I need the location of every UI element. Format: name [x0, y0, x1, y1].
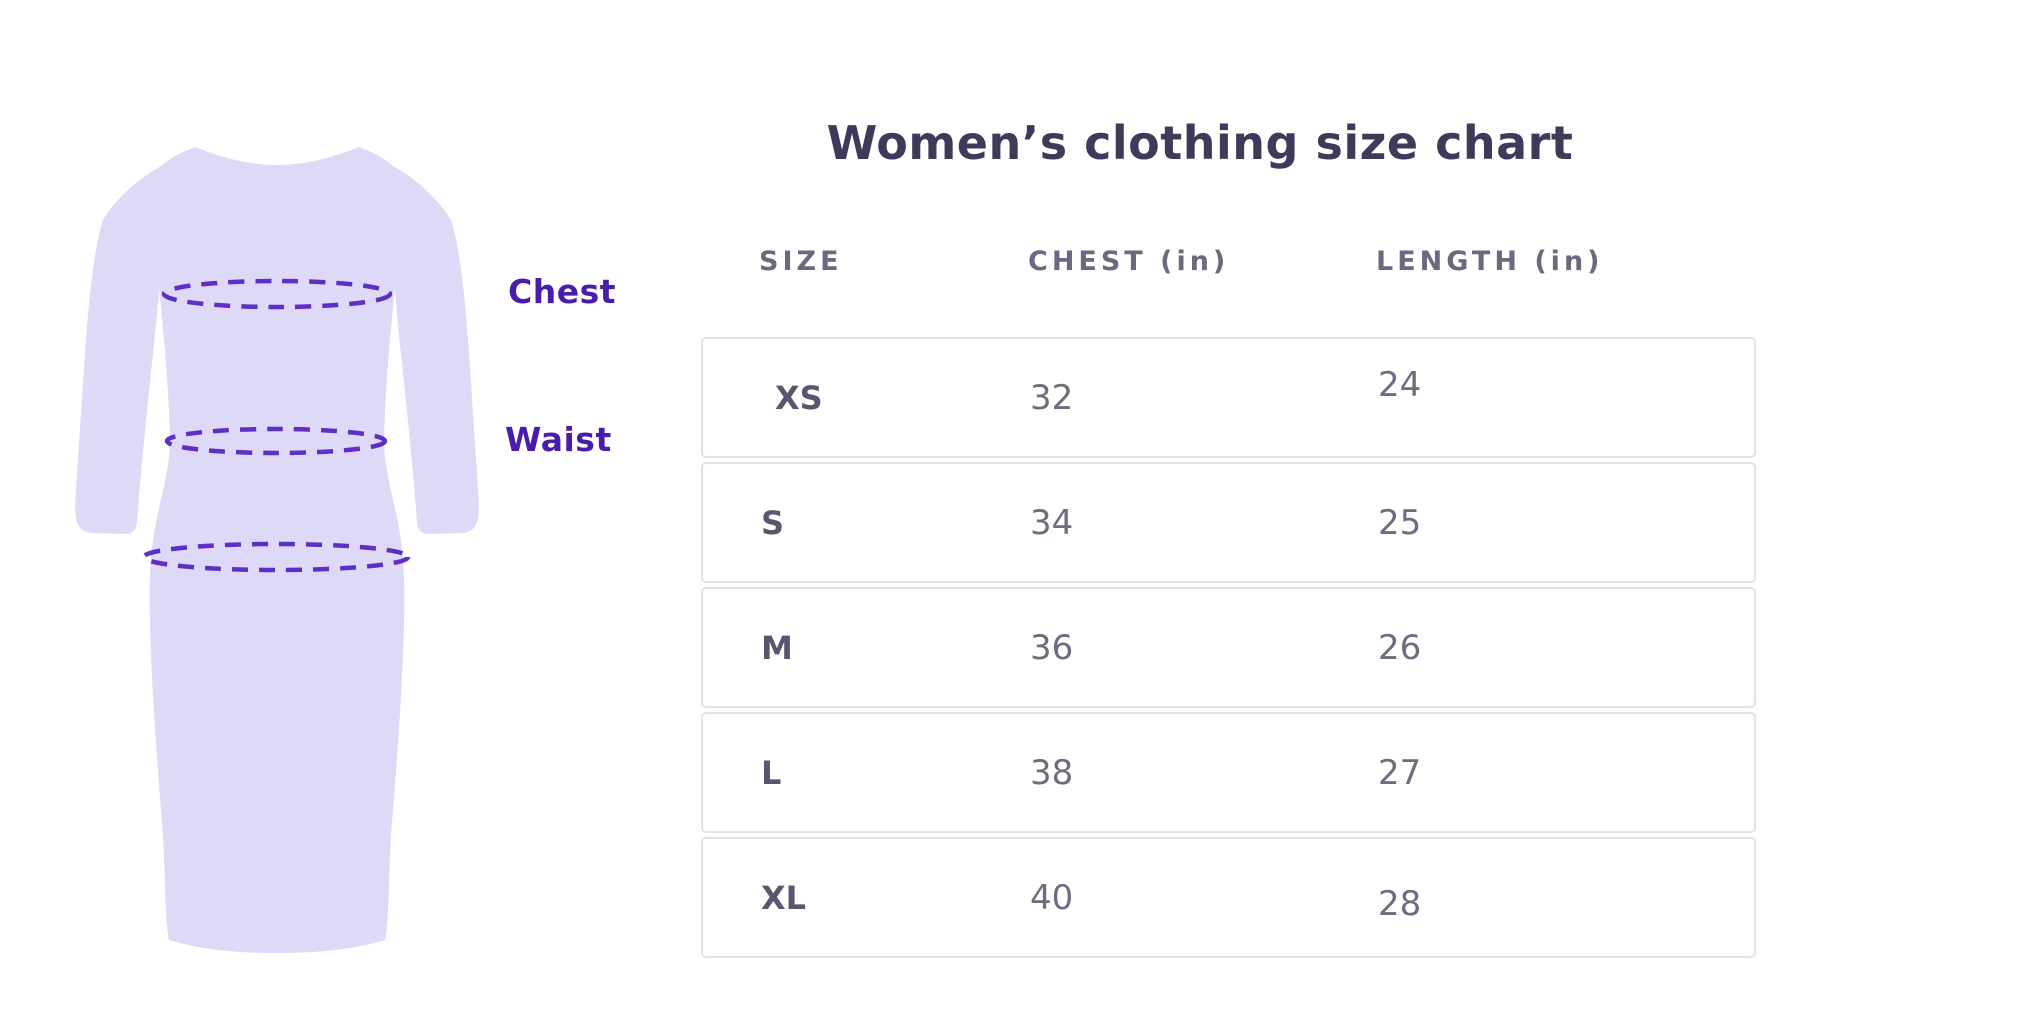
header-chest: CHEST (in) [1028, 246, 1230, 277]
cell-size: XS [775, 378, 823, 417]
cell-chest: 38 [1030, 752, 1074, 793]
table-row: M 36 26 [701, 587, 1756, 708]
table-row: S 34 25 [701, 462, 1756, 583]
cell-chest: 36 [1030, 627, 1074, 668]
table-row: L 38 27 [701, 712, 1756, 833]
hip-measure-line [141, 541, 411, 573]
cell-length: 24 [1378, 364, 1422, 405]
cell-length: 27 [1378, 752, 1422, 793]
dress-left-sleeve [75, 150, 200, 534]
dress-illustration [75, 147, 479, 953]
cell-length: 26 [1378, 627, 1422, 668]
header-size: SIZE [759, 246, 843, 277]
cell-size: M [761, 628, 793, 667]
cell-size: XL [761, 878, 807, 917]
table-row: XL 40 28 [701, 837, 1756, 958]
table-row: XS 32 24 [701, 337, 1756, 458]
chest-label: Chest [508, 272, 617, 311]
chest-measure-line [161, 278, 393, 310]
waist-measure-line [164, 426, 388, 456]
cell-chest: 34 [1030, 502, 1074, 543]
cell-size: L [761, 753, 782, 792]
dress-silhouette [136, 147, 418, 953]
cell-length: 28 [1378, 883, 1422, 924]
cell-length: 25 [1378, 502, 1422, 543]
waist-label: Waist [505, 420, 612, 459]
dress-right-sleeve [354, 150, 479, 534]
size-table-header: SIZE CHEST (in) LENGTH (in) [701, 246, 1756, 277]
cell-chest: 40 [1030, 877, 1074, 918]
page-title: Women’s clothing size chart [826, 116, 1574, 170]
cell-chest: 32 [1030, 377, 1074, 418]
cell-size: S [761, 503, 785, 542]
header-length: LENGTH (in) [1376, 246, 1604, 277]
size-table-body: XS 32 24 S 34 25 M 36 26 L 38 27 XL 40 2… [701, 337, 1756, 962]
